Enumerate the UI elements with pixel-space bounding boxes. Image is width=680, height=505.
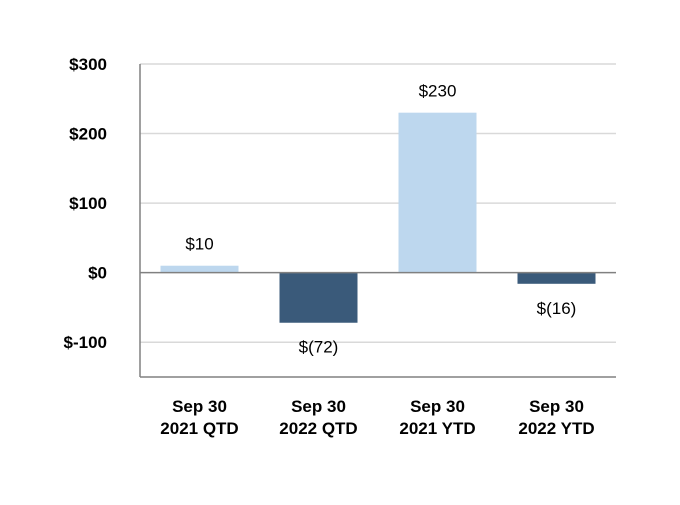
bar [279, 272, 358, 323]
y-tick-label: $100 [69, 194, 107, 213]
bar [160, 265, 239, 273]
y-tick-labels: $300 $200 $100 $0 $-100 [64, 55, 107, 352]
x-tick-label: Sep 30 [410, 397, 465, 416]
x-tick-label: 2021 YTD [399, 419, 475, 438]
data-label: $(72) [299, 338, 339, 357]
data-label: $230 [419, 82, 457, 101]
bar [398, 112, 477, 273]
axes [139, 64, 616, 378]
x-tick-label: 2022 QTD [279, 419, 357, 438]
grid-lines [140, 63, 616, 343]
x-tick-label: 2022 YTD [518, 419, 594, 438]
y-tick-label: $-100 [64, 333, 107, 352]
bar [517, 272, 596, 284]
x-tick-labels: Sep 30 2021 QTD Sep 30 2022 QTD Sep 30 2021 Y… [160, 397, 594, 438]
x-tick-label: Sep 30 [529, 397, 584, 416]
y-tick-label: $200 [69, 125, 107, 144]
x-tick-label: 2021 QTD [160, 419, 238, 438]
y-tick-label: $300 [69, 55, 107, 74]
data-label: $(16) [537, 299, 577, 318]
x-tick-label: Sep 30 [172, 397, 227, 416]
x-tick-label: Sep 30 [291, 397, 346, 416]
y-tick-label: $0 [88, 264, 107, 283]
bars [160, 112, 596, 323]
data-labels: $10 $(72) $230 $(16) [185, 82, 576, 357]
data-label: $10 [185, 235, 213, 254]
